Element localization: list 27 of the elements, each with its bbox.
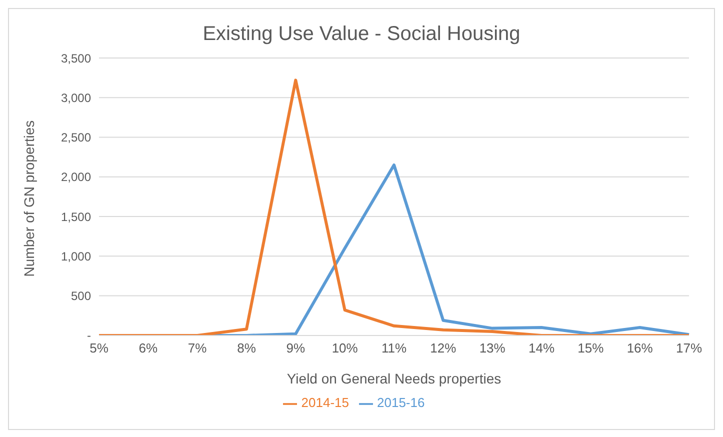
x-tick-label: 11% — [381, 340, 407, 356]
x-tick-label: 5% — [90, 340, 109, 356]
y-tick-label: 500 — [70, 289, 92, 304]
y-tick-label: 1,500 — [60, 210, 92, 224]
y-tick-label: 2,500 — [60, 130, 92, 145]
y-tick-label: 1,000 — [60, 249, 92, 264]
x-tick-label: 14% — [528, 340, 555, 356]
x-tick-label: 13% — [479, 340, 506, 356]
x-tick-label: 15% — [578, 340, 604, 356]
y-tick-label: 3,500 — [60, 51, 92, 66]
x-tick-label: 9% — [286, 340, 306, 356]
x-tick-label: 10% — [332, 340, 358, 356]
x-tick-label: 16% — [626, 340, 654, 356]
x-tick-label: 7% — [188, 340, 208, 356]
line-series — [98, 78, 690, 336]
legend-label: 2014-15 — [301, 395, 349, 410]
chart-title: Existing Use Value - Social Housing — [202, 23, 522, 46]
y-tick-label: 2,000 — [60, 170, 92, 184]
x-tick-label: 17% — [676, 340, 702, 356]
x-tick-label: 12% — [430, 340, 457, 356]
y-tick-label: 3,000 — [60, 90, 92, 105]
x-tick-label: 6% — [138, 340, 158, 356]
y-tick-label: - — [87, 328, 91, 343]
y-axis-title: Number of GN properties — [20, 120, 37, 277]
x-tick-label: 8% — [237, 340, 256, 356]
legend-label: 2015-16 — [377, 395, 425, 410]
x-axis-title: Yield on General Needs properties — [286, 370, 502, 386]
